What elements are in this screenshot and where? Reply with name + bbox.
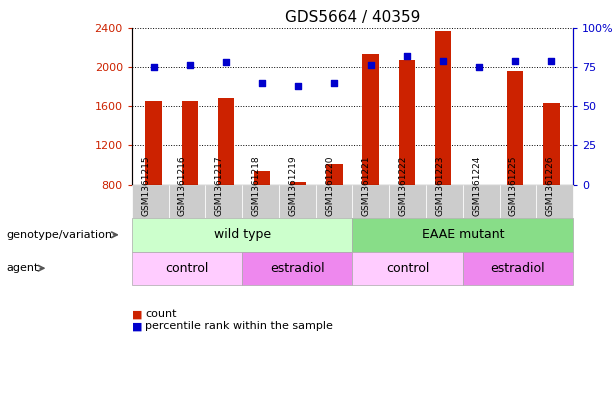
Bar — [362, 54, 379, 185]
Text: genotype/variation: genotype/variation — [6, 230, 112, 240]
Text: GSM1361215: GSM1361215 — [141, 156, 150, 216]
Bar — [254, 171, 270, 185]
Point — [185, 62, 194, 68]
Point — [293, 83, 303, 89]
Text: GSM1361223: GSM1361223 — [435, 156, 444, 216]
Point — [221, 59, 230, 65]
Bar — [435, 31, 451, 185]
Title: GDS5664 / 40359: GDS5664 / 40359 — [285, 10, 420, 25]
Text: GSM1361222: GSM1361222 — [398, 156, 408, 216]
Text: GSM1361218: GSM1361218 — [251, 156, 261, 216]
Text: control: control — [386, 262, 429, 275]
Text: GSM1361225: GSM1361225 — [509, 156, 518, 216]
Bar — [398, 60, 415, 185]
Point — [474, 64, 484, 70]
Point — [547, 57, 557, 64]
Text: control: control — [166, 262, 208, 275]
Text: GSM1361219: GSM1361219 — [288, 156, 297, 216]
Text: wild type: wild type — [213, 228, 271, 241]
Bar — [290, 182, 306, 185]
Text: estradiol: estradiol — [270, 262, 325, 275]
Bar — [543, 103, 560, 185]
Point — [366, 62, 376, 68]
Text: agent: agent — [6, 263, 39, 273]
Bar — [145, 101, 162, 185]
Text: percentile rank within the sample: percentile rank within the sample — [145, 321, 333, 331]
Text: estradiol: estradiol — [490, 262, 546, 275]
Bar — [326, 164, 343, 185]
Bar — [507, 71, 524, 185]
Text: GSM1361220: GSM1361220 — [325, 156, 334, 216]
Text: count: count — [145, 309, 177, 320]
Point — [511, 57, 520, 64]
Text: ■: ■ — [132, 321, 142, 331]
Text: GSM1361216: GSM1361216 — [178, 156, 187, 216]
Text: GSM1361226: GSM1361226 — [546, 156, 555, 216]
Text: EAAE mutant: EAAE mutant — [422, 228, 504, 241]
Text: GSM1361221: GSM1361221 — [362, 156, 371, 216]
Point — [438, 57, 448, 64]
Point — [329, 79, 339, 86]
Point — [402, 53, 412, 59]
Bar — [181, 101, 198, 185]
Point — [257, 79, 267, 86]
Text: ■: ■ — [132, 309, 142, 320]
Text: GSM1361224: GSM1361224 — [472, 156, 481, 216]
Text: GSM1361217: GSM1361217 — [215, 156, 224, 216]
Point — [148, 64, 158, 70]
Bar — [218, 98, 234, 185]
